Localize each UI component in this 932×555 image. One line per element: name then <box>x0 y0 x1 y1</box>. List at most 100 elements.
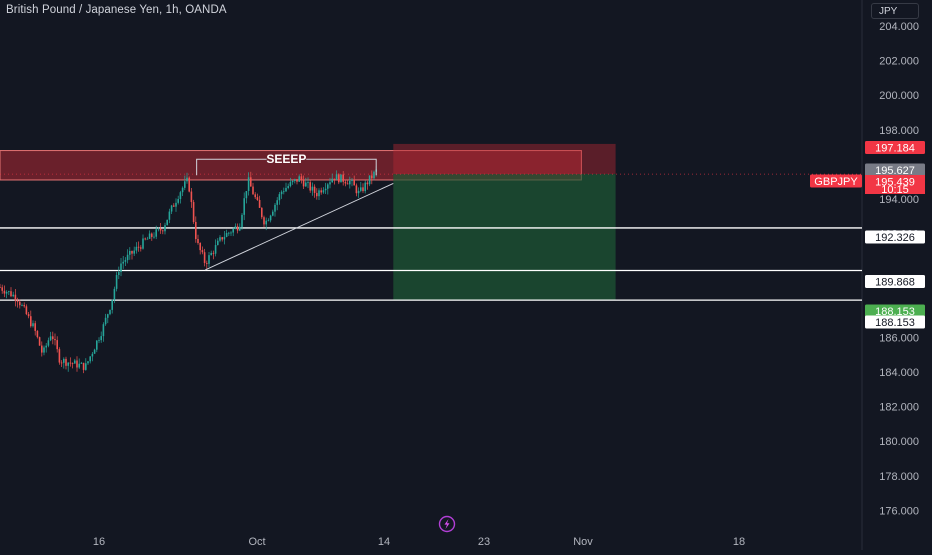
candle-body <box>1 287 3 291</box>
target-badge-bg <box>865 304 925 318</box>
candle-body <box>318 190 320 197</box>
candle-body <box>357 190 360 194</box>
price-tick-label: 198.000 <box>879 125 919 137</box>
range-bracket-label: SEEEP <box>266 152 306 166</box>
candle-body <box>120 263 122 273</box>
candles <box>0 166 377 374</box>
candle-body <box>56 340 58 350</box>
candle-body <box>373 171 375 179</box>
candle-body <box>217 240 219 246</box>
candle-body <box>142 238 144 249</box>
candle-body <box>239 227 241 231</box>
candle-body <box>349 180 351 185</box>
candle-body <box>0 287 1 289</box>
candle-body <box>228 232 230 234</box>
level-189-badge: 189.868 <box>865 275 925 289</box>
candle-body <box>21 305 23 306</box>
candle-body <box>52 336 54 340</box>
price-tick-label: 200.000 <box>879 90 919 102</box>
candle-body <box>195 221 197 240</box>
candle-body <box>87 361 89 364</box>
candle-body <box>283 191 285 193</box>
candle-body <box>78 363 80 368</box>
candle-body <box>14 294 17 301</box>
candle-body <box>269 215 272 221</box>
candle-body <box>111 299 113 310</box>
candle-body <box>148 233 151 239</box>
symbol-badge-text: GBPJPY <box>814 176 858 188</box>
currency-selector[interactable]: JPY <box>871 3 919 19</box>
candle-body <box>135 246 138 251</box>
candle-body <box>131 250 133 254</box>
candle-body <box>258 199 261 208</box>
candle-body <box>32 323 34 327</box>
current-price-badge-text: 195.439 <box>875 177 915 189</box>
candle-body <box>289 182 292 187</box>
candle-body <box>23 305 25 307</box>
candle-body <box>102 324 105 337</box>
candle-body <box>201 250 204 253</box>
candle-body <box>151 233 153 237</box>
candle-body <box>252 186 254 195</box>
level-192-badge: 192.326 <box>865 230 925 244</box>
time-tick-label: Oct <box>248 536 265 548</box>
candle-body <box>126 254 129 261</box>
candle-body <box>302 180 305 187</box>
candle-body <box>234 226 237 229</box>
tradingview-logo-icon[interactable] <box>438 515 456 533</box>
candle-body <box>25 306 28 315</box>
current-price-badge-bg <box>865 175 925 188</box>
candle-body <box>254 194 256 198</box>
candle-body <box>362 187 364 192</box>
candle-body <box>41 345 43 353</box>
candle-body <box>96 340 98 350</box>
candle-body <box>82 362 85 370</box>
candle-body <box>368 175 371 185</box>
candle-body <box>307 182 309 183</box>
candle-body <box>366 182 369 185</box>
candle-body <box>250 177 252 187</box>
candle-body <box>208 255 210 264</box>
candle-body <box>144 238 146 240</box>
candle-body <box>65 358 67 366</box>
candle-body <box>80 362 83 364</box>
candle-body <box>263 217 265 225</box>
candle-body <box>219 237 221 241</box>
candle-body <box>153 236 155 238</box>
candle-body <box>58 349 61 363</box>
candle-body <box>247 177 250 192</box>
candle-body <box>177 199 179 203</box>
candle-body <box>324 188 327 191</box>
candle-body <box>109 309 111 315</box>
candle-body <box>98 340 100 341</box>
candle-body <box>212 252 215 254</box>
candle-body <box>10 291 12 297</box>
candle-body <box>344 181 347 184</box>
stop-loss-badge-text: 197.184 <box>875 143 915 155</box>
candle-body <box>342 174 344 182</box>
candle-body <box>188 177 190 192</box>
candle-body <box>199 243 201 251</box>
candle-body <box>30 316 32 327</box>
candle-body <box>353 179 355 186</box>
candle-body <box>333 178 336 180</box>
candle-body <box>104 317 107 325</box>
candle-body <box>60 362 63 364</box>
candle-body <box>298 176 300 182</box>
range-bracket-right <box>306 158 377 176</box>
candle-body <box>45 345 47 348</box>
candle-body <box>340 174 342 183</box>
price-tick-label: 178.000 <box>879 471 919 483</box>
candle-body <box>69 362 72 364</box>
candle-body <box>71 363 74 364</box>
candle-body <box>74 360 76 364</box>
candle-body <box>267 220 270 222</box>
candle-body <box>360 187 362 191</box>
candle-body <box>76 360 78 368</box>
current-price-badge: 195.439 <box>865 175 925 189</box>
candle-body <box>181 187 184 193</box>
candle-body <box>371 175 373 179</box>
candle-body <box>327 184 329 189</box>
